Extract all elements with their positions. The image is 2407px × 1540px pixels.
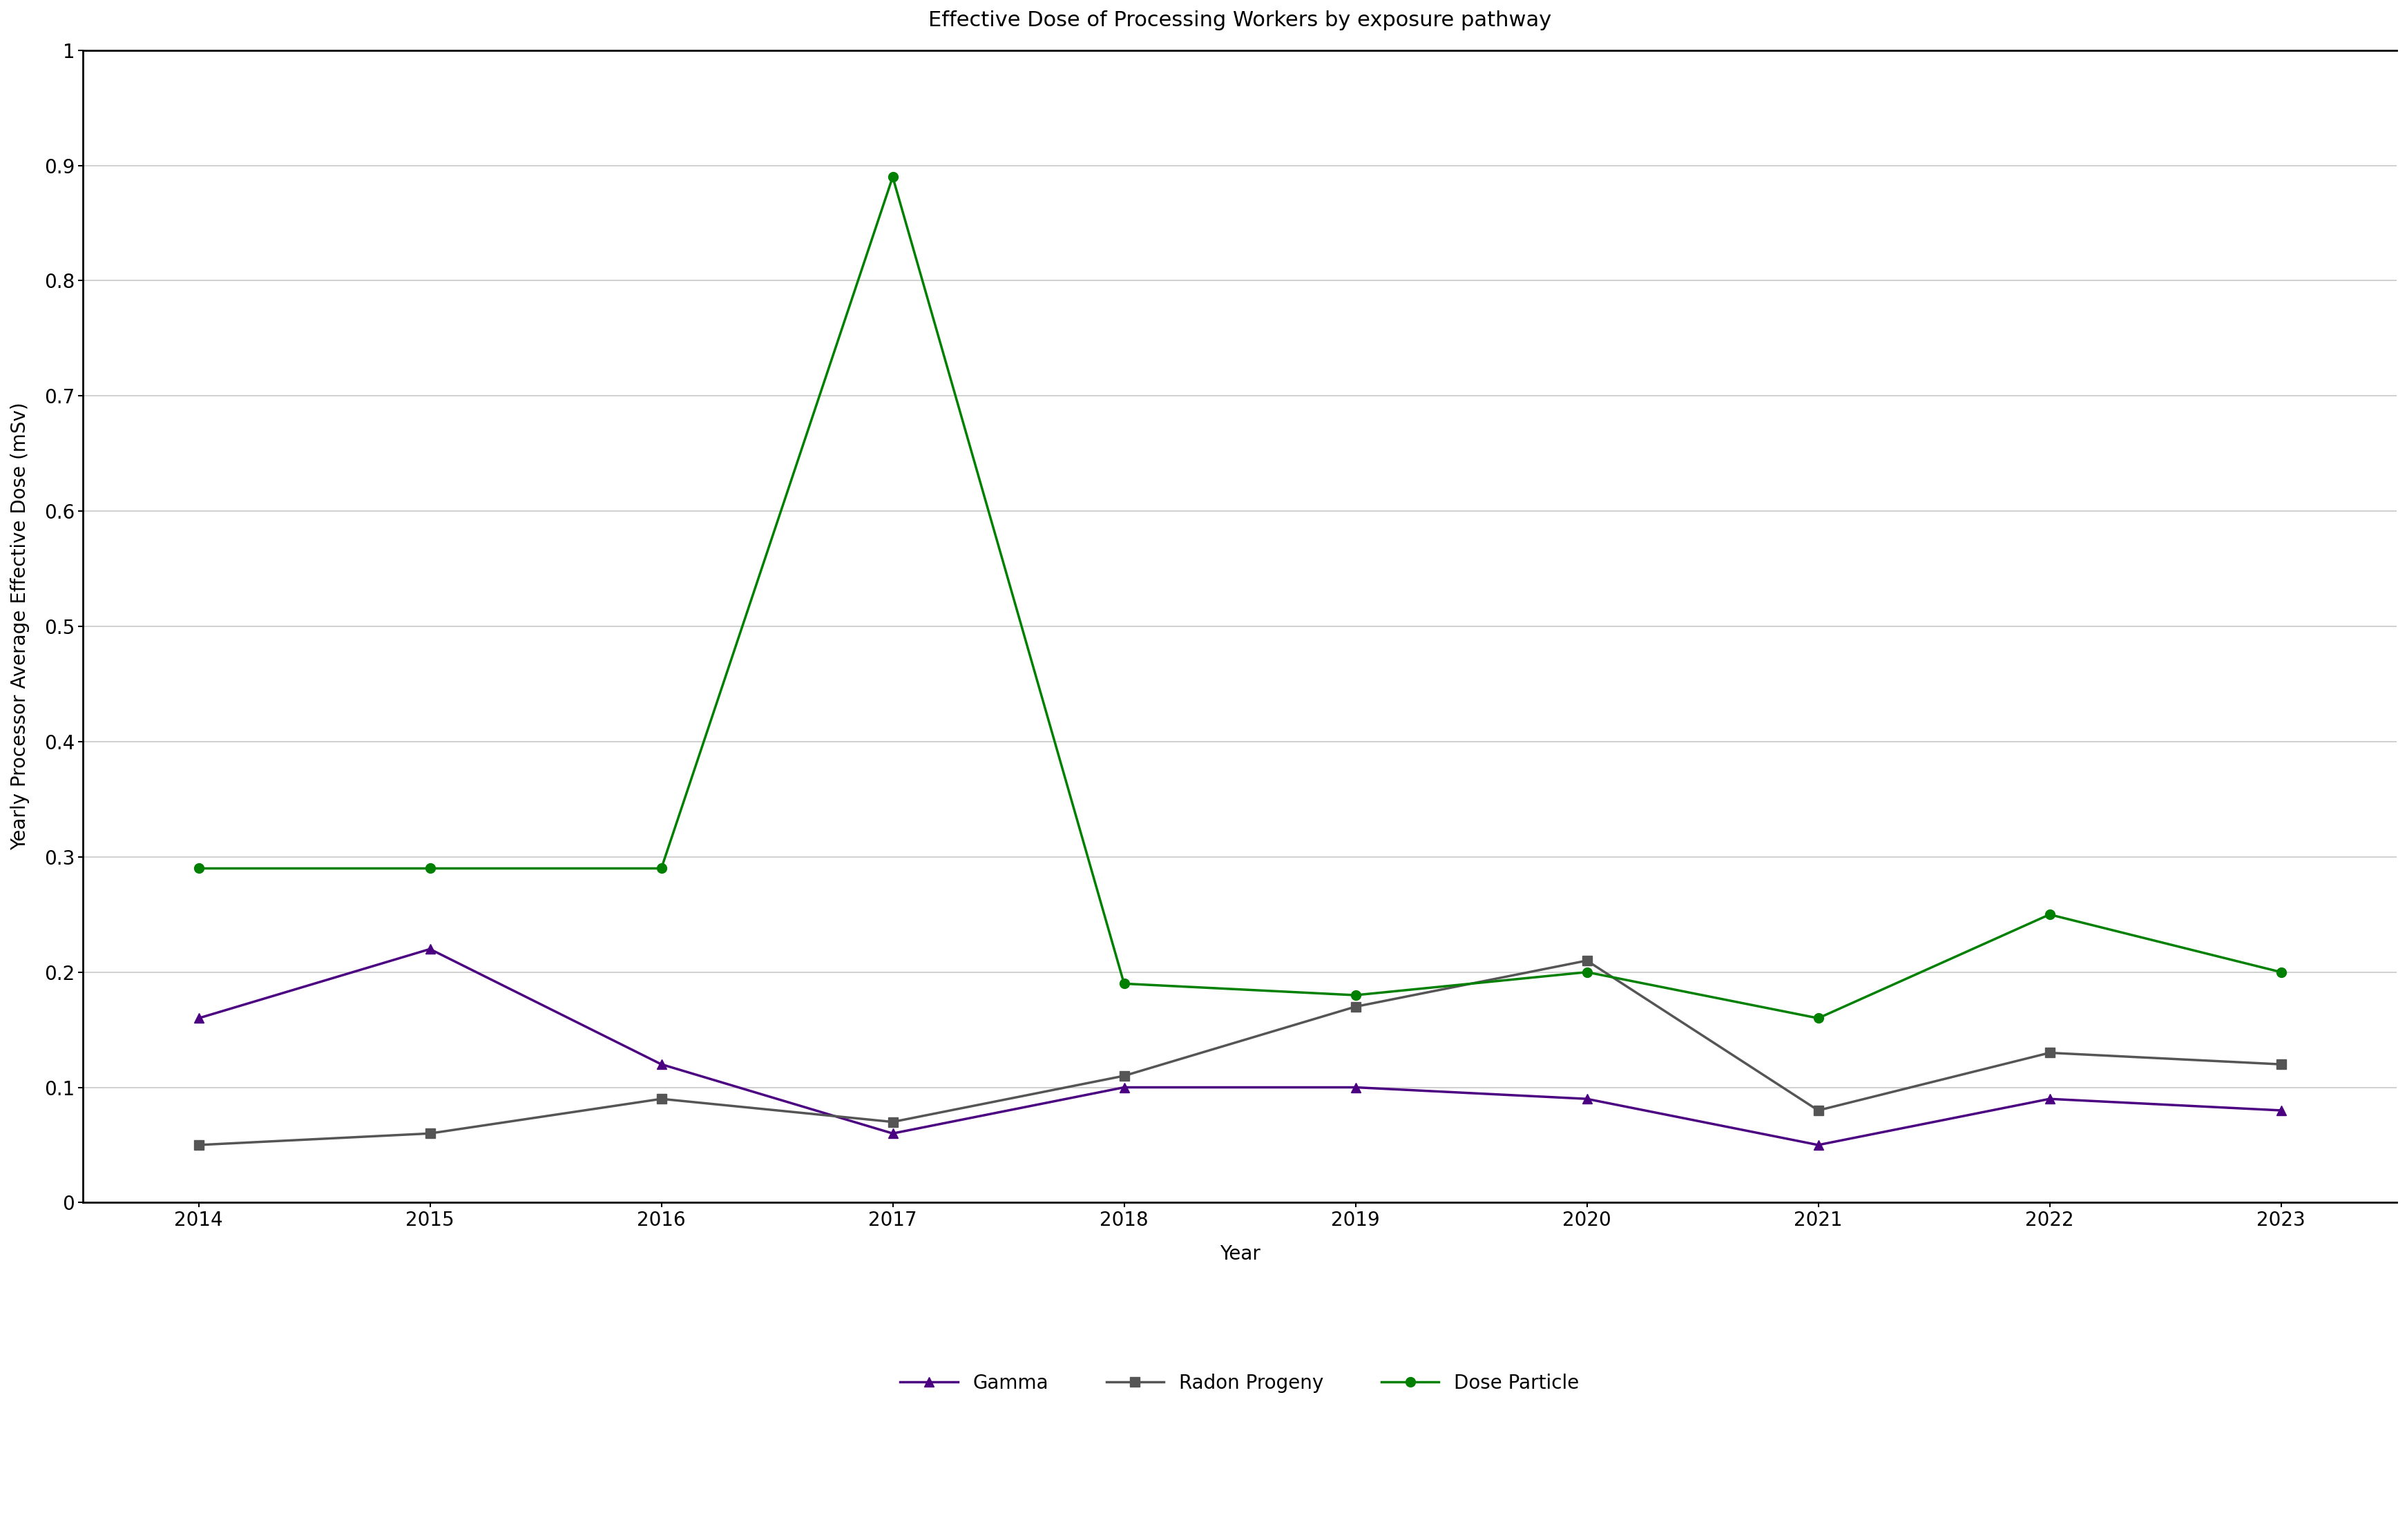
- Radon Progeny: [647, 1090, 676, 1109]
- Gamma: [647, 1055, 676, 1073]
- Radon Progeny: [1803, 1101, 1832, 1120]
- Line: Dose Particle: Dose Particle: [195, 172, 2287, 1023]
- Dose Particle: [1803, 1009, 1832, 1027]
- Gamma: [416, 939, 445, 958]
- X-axis label: Year: Year: [1220, 1244, 1261, 1264]
- Dose Particle: [879, 168, 907, 186]
- Legend: Gamma, Radon Progeny, Dose Particle: Gamma, Radon Progeny, Dose Particle: [893, 1366, 1586, 1400]
- Gamma: [1803, 1135, 1832, 1153]
- Gamma: [1110, 1078, 1139, 1096]
- Dose Particle: [2036, 906, 2065, 924]
- Dose Particle: [647, 859, 676, 878]
- Dose Particle: [2267, 962, 2296, 981]
- Radon Progeny: [185, 1135, 214, 1153]
- Line: Radon Progeny: Radon Progeny: [195, 956, 2287, 1150]
- Radon Progeny: [1110, 1067, 1139, 1086]
- Radon Progeny: [1572, 952, 1601, 970]
- Radon Progeny: [2267, 1055, 2296, 1073]
- Dose Particle: [1572, 962, 1601, 981]
- Dose Particle: [416, 859, 445, 878]
- Title: Effective Dose of Processing Workers by exposure pathway: Effective Dose of Processing Workers by …: [929, 11, 1553, 31]
- Gamma: [879, 1124, 907, 1143]
- Radon Progeny: [2036, 1044, 2065, 1063]
- Dose Particle: [185, 859, 214, 878]
- Line: Gamma: Gamma: [195, 944, 2287, 1150]
- Gamma: [185, 1009, 214, 1027]
- Gamma: [1572, 1090, 1601, 1109]
- Dose Particle: [1110, 975, 1139, 993]
- Gamma: [2036, 1090, 2065, 1109]
- Gamma: [1341, 1078, 1370, 1096]
- Y-axis label: Yearly Processor Average Effective Dose (mSv): Yearly Processor Average Effective Dose …: [10, 402, 29, 850]
- Radon Progeny: [416, 1124, 445, 1143]
- Radon Progeny: [879, 1113, 907, 1132]
- Radon Progeny: [1341, 998, 1370, 1016]
- Gamma: [2267, 1101, 2296, 1120]
- Dose Particle: [1341, 986, 1370, 1004]
